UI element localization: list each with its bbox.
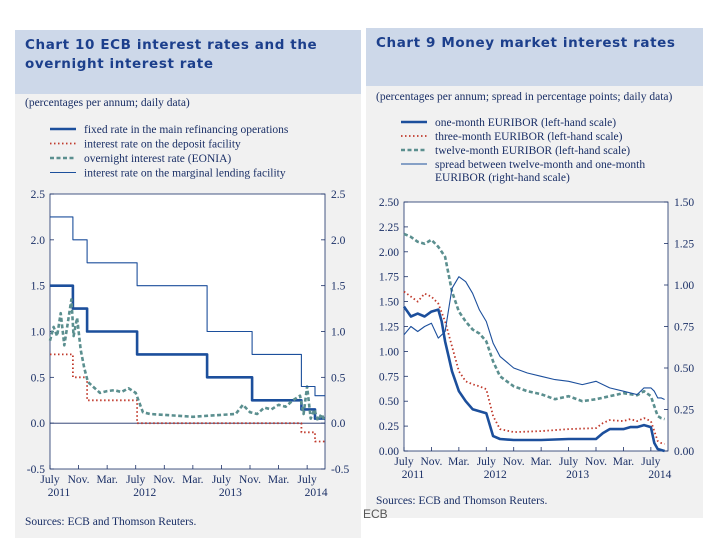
- chart9-legend-label: spread between twelve-month and one-mont…: [435, 159, 645, 184]
- chart9-left-tick-label: 0.00: [379, 446, 399, 458]
- chart9-left-tick-label: 1.00: [379, 346, 399, 358]
- chart9-x-tick-label: July: [477, 456, 496, 468]
- chart10-x-year-label: 2011: [48, 487, 71, 499]
- chart10-subtitle: (percentages per annum; daily data): [25, 97, 190, 109]
- chart10-right-tick-label: 1.0: [331, 327, 346, 339]
- chart9-left-tick-label: 0.25: [379, 421, 399, 433]
- chart9-subtitle: (percentages per annum; spread in percen…: [376, 91, 673, 103]
- chart10-x-year-label: 2014: [305, 487, 328, 499]
- chart10-left-tick-label: -0.5: [27, 464, 45, 476]
- chart9-left-tick-label: 0.75: [379, 371, 399, 383]
- chart10-title-bar: Chart 10 ECB interest rates and the over…: [15, 30, 361, 94]
- chart9-left-tick-label: 1.50: [379, 297, 399, 309]
- chart9-series-line-4: [403, 276, 665, 401]
- chart9-x-year-label: 2012: [484, 469, 507, 481]
- chart9-legend-label: one-month EURIBOR (left-hand scale): [435, 117, 616, 129]
- chart10-left-tick-label: 0.5: [31, 372, 46, 384]
- chart10-left-tick-label: 1.0: [31, 327, 46, 339]
- chart10-x-tick-label: July: [126, 474, 145, 486]
- chart9-legend-label-line: spread between twelve-month and one-mont…: [435, 159, 645, 171]
- chart10-left-tick-label: 2.0: [31, 235, 46, 247]
- chart9-x-tick-label: Mar.: [613, 456, 635, 468]
- footer-label: ECB: [363, 507, 388, 521]
- chart10-x-tick-label: Nov.: [239, 474, 261, 486]
- chart9-source: Sources: ECB and Thomson Reuters.: [376, 495, 548, 507]
- chart9-title: Chart 9 Money market interest rates: [376, 35, 676, 51]
- chart9-right-tick-label: 1.50: [674, 197, 694, 209]
- chart9-right-tick-label: 0.25: [674, 405, 694, 417]
- chart10-right-tick-label: 2.0: [331, 235, 346, 247]
- chart9-legend-label-line: EURIBOR (right-hand scale): [435, 172, 570, 184]
- chart10-x-tick-label: July: [298, 474, 317, 486]
- chart10-x-tick-label: Mar.: [96, 474, 118, 486]
- chart10-legend-label: fixed rate in the main refinancing opera…: [84, 124, 289, 136]
- chart9-x-tick-label: Nov.: [503, 456, 525, 468]
- chart9-left-tick-label: 1.75: [379, 272, 399, 284]
- chart9-panel: Chart 9 Money market interest rates (per…: [366, 28, 703, 518]
- chart9-x-year-label: 2014: [648, 469, 671, 481]
- chart9-x-tick-label: July: [641, 456, 660, 468]
- chart10-panel: Chart 10 ECB interest rates and the over…: [15, 30, 361, 538]
- chart9-legend-label: twelve-month EURIBOR (left-hand scale): [435, 145, 630, 157]
- chart9-right-tick-label: 0.75: [674, 322, 694, 334]
- chart10-right-tick-label: 0.5: [331, 372, 346, 384]
- chart9-plot-area: [403, 201, 669, 452]
- chart9-x-tick-label: Mar.: [448, 456, 470, 468]
- chart10-right-tick-label: 2.5: [331, 189, 346, 201]
- chart10-series-line-4: [50, 216, 325, 397]
- chart9-left-tick-label: 2.00: [379, 247, 399, 259]
- chart9-x-year-label: 2013: [566, 469, 589, 481]
- chart10-x-year-label: 2013: [219, 487, 242, 499]
- chart9-x-year-label: 2011: [402, 469, 425, 481]
- chart10-x-year-label: 2012: [133, 487, 156, 499]
- chart10-source: Sources: ECB and Thomson Reuters.: [25, 516, 197, 528]
- chart10-x-tick-label: Mar.: [268, 474, 290, 486]
- chart9-series-line-1: [402, 305, 665, 453]
- chart9-right-tick-label: 0.00: [674, 446, 694, 458]
- chart9-x-tick-label: Nov.: [585, 456, 607, 468]
- chart10-left-tick-label: 0.0: [31, 418, 46, 430]
- chart10-right-tick-label: 0.0: [331, 418, 346, 430]
- chart10-left-tick-label: 2.5: [31, 189, 46, 201]
- chart9-legend-label: three-month EURIBOR (left-hand scale): [435, 131, 623, 143]
- chart9-right-tick-label: 1.25: [674, 239, 694, 251]
- chart9-right-tick-label: 0.50: [674, 363, 694, 375]
- chart9-left-tick-label: 2.25: [379, 222, 399, 234]
- chart9-x-tick-label: Nov.: [420, 456, 442, 468]
- chart9-left-tick-label: 0.50: [379, 396, 399, 408]
- chart10-right-tick-label: 1.5: [331, 281, 346, 293]
- chart10-x-tick-label: July: [40, 474, 59, 486]
- chart9-title-bar: Chart 9 Money market interest rates: [366, 28, 703, 86]
- chart10-right-tick-label: -0.5: [331, 464, 349, 476]
- chart9-left-tick-label: 1.25: [379, 322, 399, 334]
- chart10-x-tick-label: Nov.: [153, 474, 175, 486]
- chart10-title: Chart 10 ECB interest rates and the over…: [25, 37, 318, 72]
- chart9-left-tick-label: 2.50: [379, 197, 399, 209]
- chart10-series-line-1: [50, 284, 325, 420]
- chart9-series-line-3: [403, 232, 665, 421]
- chart9-right-tick-label: 1.00: [674, 280, 694, 292]
- chart9-x-tick-label: July: [559, 456, 578, 468]
- chart9-x-tick-label: July: [394, 456, 413, 468]
- chart10-left-tick-label: 1.5: [31, 281, 46, 293]
- chart10-plot: -0.5 0.0 0.5 1.0 1.5 2.0 2.5 -0.5 0.0 0.5 1.0 1.5 2.…: [27, 124, 350, 499]
- chart10-legend-label: overnight interest rate (EONIA): [84, 153, 231, 165]
- chart9-x-tick-label: Mar.: [530, 456, 552, 468]
- chart10-legend-label: interest rate on the deposit facility: [84, 139, 241, 151]
- chart10-x-tick-label: July: [212, 474, 231, 486]
- chart9-series-line-2: [403, 290, 665, 445]
- chart10-x-tick-label: Nov.: [68, 474, 90, 486]
- chart10-series-line-3: [48, 298, 327, 422]
- chart10-series-line-2: [50, 353, 325, 443]
- chart9-plot: 0.00 0.25 0.50 0.75 1.00 1.25 1.50 1.75 2.00 2.25…: [379, 117, 695, 481]
- chart10-x-tick-label: Mar.: [182, 474, 204, 486]
- chart10-legend-label: interest rate on the marginal lending fa…: [84, 168, 286, 180]
